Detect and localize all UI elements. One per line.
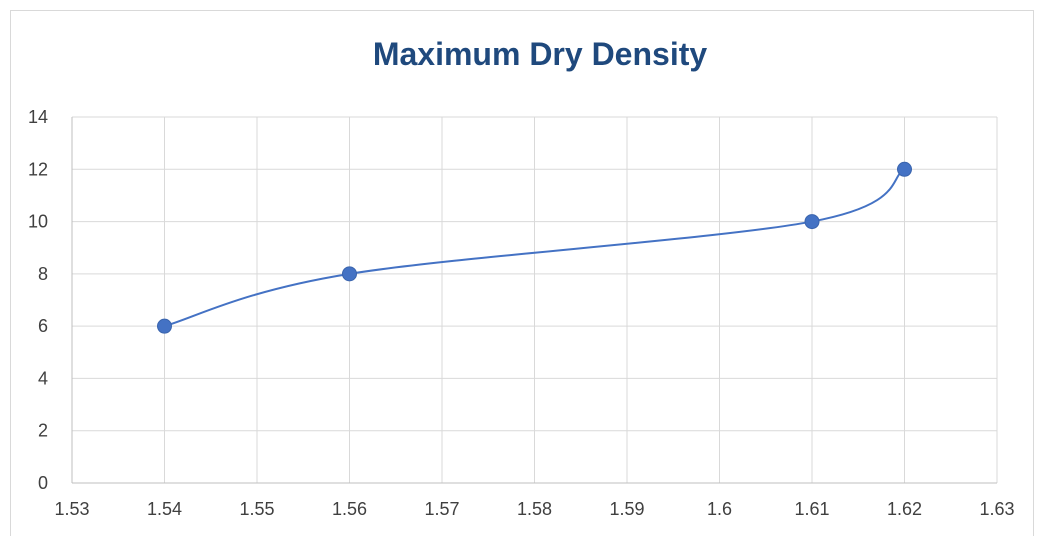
data-point	[804, 214, 820, 230]
y-tick-label: 4	[38, 368, 48, 388]
y-tick-label: 12	[28, 159, 48, 179]
series-line	[164, 168, 906, 328]
x-tick-label: 1.61	[794, 499, 829, 519]
chart-title: Maximum Dry Density	[372, 36, 708, 72]
y-tick-label: 2	[38, 421, 48, 441]
y-tick-label: 8	[38, 264, 48, 284]
x-tick-label: 1.53	[54, 499, 89, 519]
x-tick-label: 1.57	[424, 499, 459, 519]
x-tick-label: 1.54	[147, 499, 182, 519]
x-tick-label: 1.58	[517, 499, 552, 519]
x-tick-label: 1.6	[707, 499, 732, 519]
data-point	[897, 161, 912, 177]
x-tick-label: 1.55	[239, 499, 274, 519]
x-tick-label: 1.62	[887, 499, 922, 519]
series	[157, 161, 912, 334]
x-tick-label: 1.56	[332, 499, 367, 519]
y-tick-label: 10	[28, 212, 48, 232]
data-point	[342, 266, 357, 282]
y-tick-label: 14	[28, 107, 48, 127]
x-tick-label: 1.63	[979, 499, 1014, 519]
y-tick-label: 6	[38, 316, 48, 336]
axes	[71, 117, 997, 484]
x-tick-label: 1.59	[609, 499, 644, 519]
tick-labels: 1.53 1.54 1.55 1.56 1.57 1.58 1.59 1.6 1.61 1.62 1…	[28, 107, 1015, 519]
gridlines	[72, 116, 998, 483]
chart-frame	[10, 10, 1034, 536]
data-point	[157, 318, 172, 334]
y-tick-label: 0	[38, 473, 48, 493]
